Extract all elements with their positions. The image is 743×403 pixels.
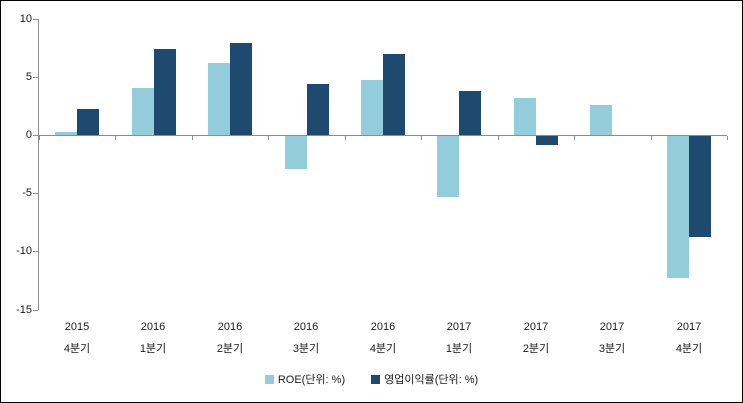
y-axis-tick-label: -5 bbox=[22, 187, 32, 199]
bar-op-margin bbox=[77, 109, 99, 135]
x-axis-category-label: 2017 2분기 bbox=[498, 316, 574, 360]
legend: ROE(단위: %) 영업이익률(단위: %) bbox=[1, 370, 742, 388]
x-label-year: 2016 bbox=[293, 321, 319, 333]
x-label-year: 2016 bbox=[217, 321, 243, 333]
bar-op-margin bbox=[689, 136, 711, 237]
x-axis-category-label: 2017 4분기 bbox=[651, 316, 727, 360]
x-axis-tick bbox=[345, 136, 346, 140]
x-label-quarter: 2분기 bbox=[216, 343, 244, 355]
x-label-year: 2016 bbox=[370, 321, 396, 333]
bar-roe bbox=[590, 105, 612, 135]
x-axis-category-label: 2016 3분기 bbox=[268, 316, 344, 360]
bar-op-margin bbox=[459, 91, 481, 135]
legend-item-op-margin: 영업이익률(단위: %) bbox=[371, 371, 478, 387]
x-label-year: 2016 bbox=[140, 321, 166, 333]
y-axis-tick-label: 0 bbox=[25, 129, 32, 141]
bar-roe bbox=[285, 136, 307, 169]
x-label-quarter: 1분기 bbox=[445, 343, 473, 355]
x-axis-category-label: 2016 4분기 bbox=[345, 316, 421, 360]
x-label-year: 2017 bbox=[599, 321, 625, 333]
bar-roe bbox=[437, 136, 459, 197]
y-axis-tick bbox=[33, 251, 38, 252]
legend-item-roe: ROE(단위: %) bbox=[264, 371, 346, 387]
x-axis-tick bbox=[192, 136, 193, 140]
x-axis-tick bbox=[268, 136, 269, 140]
y-axis-tick-label: 5 bbox=[25, 71, 32, 83]
bar-op-margin bbox=[383, 54, 405, 135]
x-axis-tick bbox=[115, 136, 116, 140]
x-label-year: 2017 bbox=[523, 321, 549, 333]
x-axis-tick bbox=[498, 136, 499, 140]
x-label-year: 2017 bbox=[676, 321, 702, 333]
y-axis-tick bbox=[33, 19, 38, 20]
legend-swatch-op-margin bbox=[371, 374, 381, 384]
bar-roe bbox=[361, 80, 383, 135]
x-label-quarter: 3분기 bbox=[598, 343, 626, 355]
y-axis-tick-label: 10 bbox=[19, 13, 32, 25]
x-axis-category-label: 2017 1분기 bbox=[421, 316, 497, 360]
x-axis-tick bbox=[39, 136, 40, 140]
x-axis-category-label: 2015 4분기 bbox=[39, 316, 115, 360]
bar-op-margin bbox=[230, 43, 252, 135]
x-axis-tick bbox=[651, 136, 652, 140]
bar-roe bbox=[132, 88, 154, 135]
x-label-year: 2017 bbox=[446, 321, 472, 333]
bar-op-margin bbox=[307, 84, 329, 135]
x-axis-tick bbox=[421, 136, 422, 140]
x-label-quarter: 4분기 bbox=[675, 343, 703, 355]
x-axis-line bbox=[39, 135, 727, 136]
x-axis-category-label: 2016 2분기 bbox=[192, 316, 268, 360]
legend-label-roe: ROE(단위: %) bbox=[277, 374, 346, 386]
bar-roe bbox=[55, 132, 77, 135]
x-label-quarter: 3분기 bbox=[292, 343, 320, 355]
x-label-quarter: 1분기 bbox=[139, 343, 167, 355]
bar-op-margin bbox=[154, 49, 176, 135]
y-axis-tick bbox=[33, 77, 38, 78]
bar-roe bbox=[514, 98, 536, 135]
y-axis-tick bbox=[33, 310, 38, 311]
x-axis-category-label: 2017 3분기 bbox=[574, 316, 650, 360]
legend-label-op-margin: 영업이익률(단위: %) bbox=[384, 374, 479, 386]
x-label-quarter: 4분기 bbox=[369, 343, 397, 355]
legend-swatch-roe bbox=[264, 374, 274, 384]
y-axis-tick bbox=[33, 135, 38, 136]
x-label-year: 2015 bbox=[64, 321, 90, 333]
x-axis-category-label: 2016 1분기 bbox=[115, 316, 191, 360]
y-axis-tick bbox=[33, 193, 38, 194]
bar-roe bbox=[667, 136, 689, 278]
x-label-quarter: 2분기 bbox=[522, 343, 550, 355]
y-axis-tick-label: -10 bbox=[16, 245, 32, 257]
y-axis-line bbox=[38, 19, 39, 310]
x-axis-tick bbox=[574, 136, 575, 140]
y-axis-tick-label: -15 bbox=[16, 304, 32, 316]
x-label-quarter: 4분기 bbox=[63, 343, 91, 355]
bar-roe bbox=[208, 63, 230, 135]
x-axis-tick bbox=[727, 136, 728, 140]
bar-op-margin bbox=[536, 136, 558, 145]
